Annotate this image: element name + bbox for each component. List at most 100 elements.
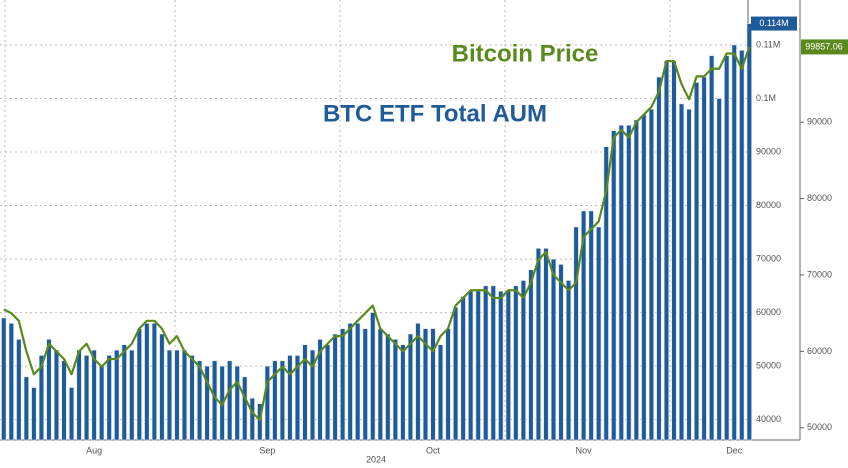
bar (309, 349, 316, 441)
bar (242, 376, 248, 441)
bar (415, 323, 421, 441)
y2-tick-label: 80000 (807, 193, 832, 203)
bar (204, 365, 210, 441)
y-tick-label: 90000 (756, 146, 781, 156)
bar (181, 349, 188, 441)
bar (618, 124, 624, 441)
bar (264, 365, 270, 441)
bar (633, 119, 639, 441)
y-tick-label: 0.11M (756, 39, 780, 49)
x-tick-label: Dec (726, 445, 743, 455)
bar (709, 55, 715, 441)
bar (460, 296, 466, 441)
bar (121, 344, 127, 441)
bar (332, 333, 338, 441)
bar (490, 285, 496, 441)
x-tick-label: Oct (426, 445, 441, 455)
bar (422, 328, 429, 441)
last-value-box (751, 16, 797, 31)
bar (641, 114, 647, 441)
bar (189, 355, 195, 441)
bar (249, 397, 255, 441)
bar (99, 365, 105, 441)
bar (355, 323, 361, 441)
bar (565, 280, 572, 441)
bar (196, 360, 203, 441)
bar (543, 248, 549, 441)
bar (23, 376, 29, 441)
x-tick-label: Sep (259, 445, 275, 455)
bar (746, 23, 752, 441)
bar (671, 60, 677, 441)
bar (174, 349, 180, 441)
bar (535, 248, 542, 441)
y-tick-label: 70000 (756, 253, 781, 263)
last-value-label: 0.114M (759, 18, 788, 28)
y2-tick-label: 60000 (807, 346, 832, 356)
bar (550, 258, 557, 441)
bar (407, 333, 414, 441)
bar (573, 226, 579, 441)
last-value-box (801, 39, 848, 55)
bar (38, 355, 45, 441)
bar (453, 306, 459, 441)
bar (8, 323, 14, 441)
bar (520, 280, 526, 441)
last-value-label: 99857.06 (805, 41, 843, 51)
bar (588, 210, 594, 441)
bar (151, 323, 157, 441)
y-tick-label: 80000 (756, 200, 781, 210)
bar (136, 328, 142, 441)
bar (693, 82, 700, 441)
y-tick-label: 0.1M (756, 93, 776, 103)
bar (724, 55, 730, 441)
bar (279, 360, 285, 441)
bar (611, 130, 617, 441)
bar (1, 317, 7, 441)
bar (656, 76, 662, 441)
bar (46, 339, 52, 441)
bar (558, 264, 564, 441)
bar (596, 226, 602, 441)
bar (53, 349, 60, 441)
bar (731, 44, 737, 441)
bar (400, 344, 406, 441)
bar (294, 355, 301, 441)
bar (626, 124, 632, 441)
price-line (3, 46, 751, 422)
bar (370, 312, 376, 441)
bar (505, 290, 511, 441)
legend-label: BTC ETF Total AUM (323, 100, 547, 127)
bar (272, 360, 278, 441)
bar (91, 349, 97, 441)
y-tick-label: 40000 (756, 414, 781, 424)
bar (324, 344, 331, 441)
bar (114, 349, 120, 441)
bar (129, 349, 135, 441)
bar (227, 360, 233, 441)
bar (377, 328, 383, 441)
bar (468, 290, 474, 441)
bar (144, 323, 150, 441)
bar (31, 387, 37, 441)
bar (663, 60, 670, 441)
bar (678, 103, 685, 441)
y-tick-label: 50000 (756, 361, 781, 371)
y2-tick-label: 90000 (807, 117, 832, 127)
bar (287, 355, 293, 441)
bar (106, 355, 112, 441)
bar (234, 365, 240, 441)
bar (61, 360, 67, 441)
bar (84, 355, 90, 441)
bar (347, 323, 353, 441)
bar (498, 290, 504, 441)
bar (581, 210, 587, 441)
bar (257, 403, 263, 441)
bar (648, 108, 654, 441)
x-tick-label: Nov (576, 445, 593, 455)
bar (317, 339, 323, 441)
bar (159, 333, 165, 441)
bar (437, 344, 444, 441)
bar (302, 344, 308, 441)
